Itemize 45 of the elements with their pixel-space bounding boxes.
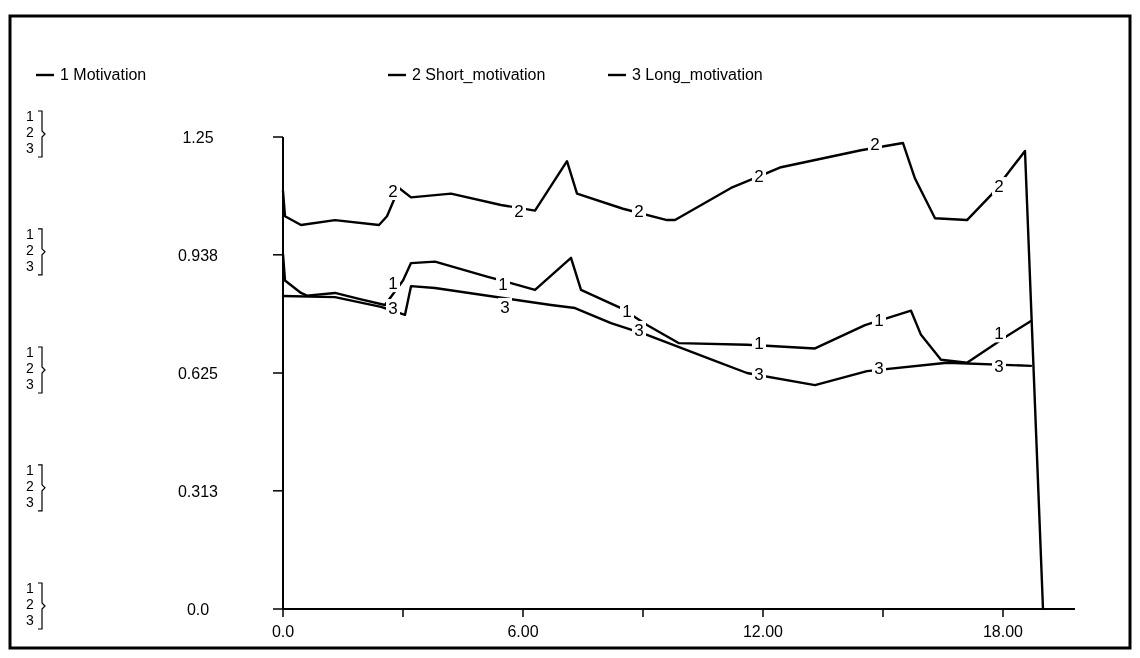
text: 1 [26, 461, 34, 478]
text: 3 [26, 612, 34, 628]
y-tick-label: 0.0 [186, 601, 210, 618]
x-tick-label: 18.00 [982, 623, 1024, 640]
annotation: 1 [388, 274, 398, 294]
annotation: 3 [874, 359, 884, 379]
annotation: 2 [514, 202, 524, 222]
annotation: 2 [994, 177, 1004, 197]
text: 2 [26, 124, 34, 140]
annotation: 1 [754, 334, 764, 354]
text: 2 [26, 477, 34, 494]
y-tick-label: 0.313 [177, 482, 219, 500]
annotation: 3 [388, 299, 398, 319]
text: 1 [26, 108, 34, 124]
text: 3 [26, 140, 34, 156]
annotation: 2 [634, 202, 644, 222]
y-tick-label: 0.938 [177, 246, 219, 264]
annotation: 1 [874, 311, 884, 331]
annotation: 3 [634, 320, 644, 340]
annotation: 3 [500, 297, 510, 317]
legend-label: 1 Motivation [60, 66, 147, 83]
text: 2 [26, 360, 34, 376]
annotation: 3 [754, 365, 764, 385]
annotation: 1 [622, 301, 632, 321]
text: 2 [26, 596, 34, 612]
legend-label: 3 Long_motivation [632, 66, 763, 84]
annotation: 2 [870, 135, 880, 155]
x-tick-label: 0.0 [271, 623, 295, 640]
legend-label: 2 Short_motivation [412, 66, 546, 84]
text: 1 [26, 344, 34, 360]
y-tick-label: 0.625 [177, 365, 219, 382]
annotation: 1 [994, 324, 1004, 344]
text: 3 [26, 493, 34, 510]
x-tick-label: 6.00 [507, 623, 539, 640]
text: 3 [26, 376, 34, 392]
text: 3 [26, 257, 34, 274]
annotation: 1 [498, 274, 508, 294]
annotation: 3 [994, 356, 1004, 376]
annotation: 2 [388, 182, 398, 201]
text: 2 [26, 241, 34, 258]
x-tick-label: 12.00 [742, 623, 784, 640]
y-tick-label: 1.25 [182, 129, 214, 146]
annotation: 2 [754, 166, 764, 186]
text: 1 [26, 580, 34, 596]
text: 1 [26, 225, 34, 242]
